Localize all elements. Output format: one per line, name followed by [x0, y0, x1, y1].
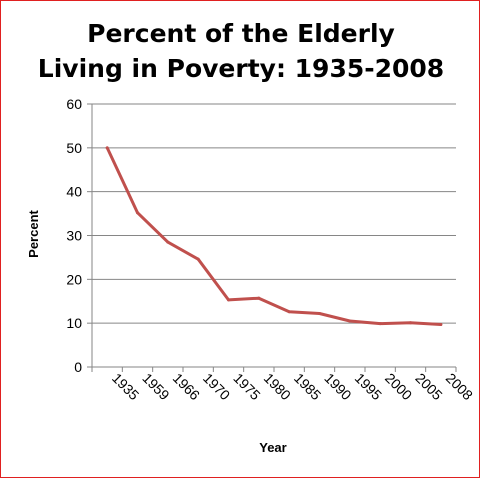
x-tick-label: 1959 [139, 370, 172, 403]
y-tick-label: 50 [66, 140, 82, 156]
chart-title-line-1: Percent of the Elderly [87, 19, 395, 48]
x-tick-label: 1990 [321, 370, 354, 403]
x-tick-label: 1966 [170, 370, 203, 403]
x-tick-label: 1975 [230, 370, 263, 403]
x-tick-label: 1995 [352, 370, 385, 403]
data-point [287, 310, 291, 314]
data-point [166, 240, 170, 244]
y-tick-label: 0 [74, 359, 82, 375]
data-point [439, 322, 443, 326]
y-tick-label: 40 [66, 184, 82, 200]
y-tick-label: 60 [66, 96, 82, 112]
y-axis-label: Percent [26, 209, 41, 257]
x-tick-label: 2005 [412, 370, 445, 403]
y-tick-label: 20 [66, 271, 82, 287]
y-tick-labels: 0 10 20 30 40 50 60 [66, 96, 82, 375]
y-tick-label: 10 [66, 315, 82, 331]
data-point [409, 321, 412, 325]
x-tick-label: 1980 [261, 370, 294, 403]
y-tick-label: 30 [66, 228, 82, 244]
x-axis-label: Year [259, 440, 286, 455]
data-point [105, 146, 109, 150]
x-tick-label: 1985 [291, 370, 324, 403]
series-layer [105, 146, 443, 326]
data-point [257, 296, 261, 300]
chart-title-line-2: Living in Poverty: 1935-2008 [37, 54, 445, 83]
x-tick-label: 1935 [109, 370, 142, 403]
data-point [378, 322, 382, 326]
x-tick-label: 1970 [200, 370, 233, 403]
x-tick-label: 2008 [443, 370, 476, 403]
series-line [105, 146, 443, 326]
data-point [136, 211, 139, 215]
data-point [227, 298, 230, 302]
gridlines [87, 103, 457, 372]
x-tick-labels: 1935195919661970197519801985199019952000… [109, 370, 476, 403]
data-point [318, 312, 321, 316]
x-tick-label: 2000 [382, 370, 415, 403]
data-point [196, 257, 200, 261]
data-point [348, 319, 352, 323]
